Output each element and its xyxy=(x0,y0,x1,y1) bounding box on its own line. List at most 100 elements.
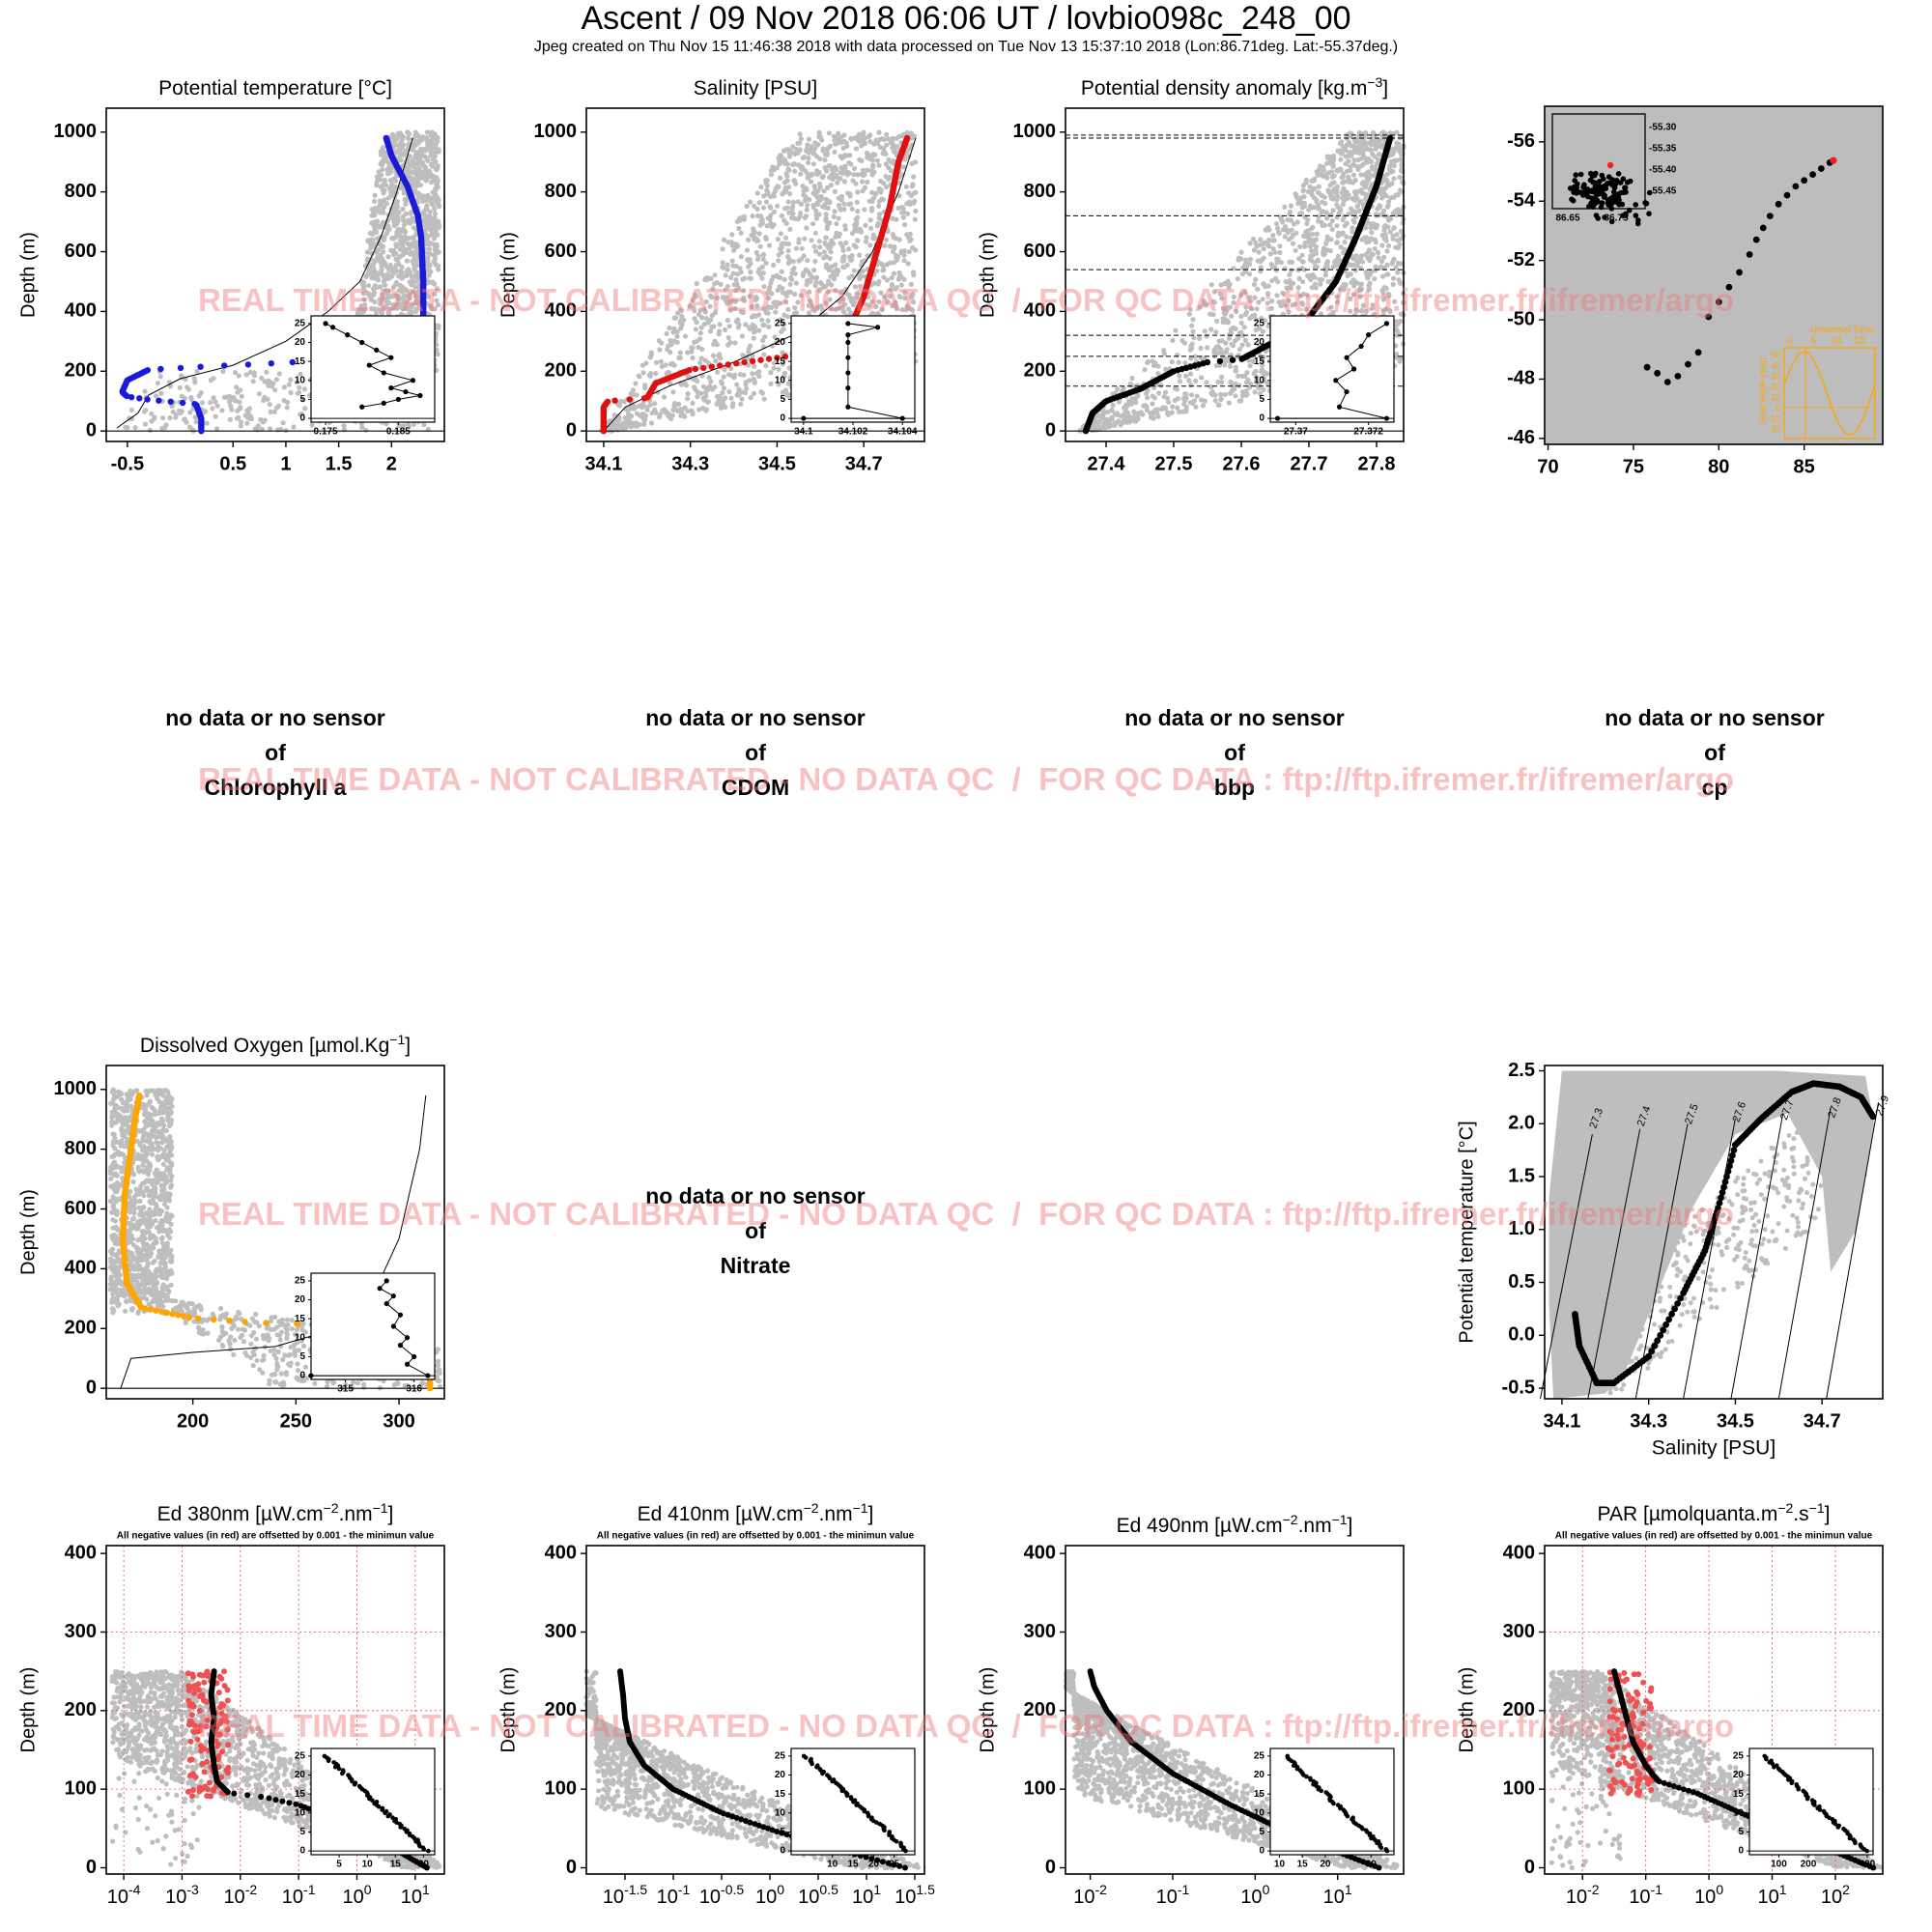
background-point xyxy=(1342,213,1348,219)
background-point xyxy=(236,373,242,379)
background-point xyxy=(714,295,721,300)
y-tick-label: 200 xyxy=(65,360,97,382)
profile-point xyxy=(179,399,186,407)
background-point xyxy=(746,237,752,242)
background-point xyxy=(409,310,414,316)
background-point xyxy=(759,390,766,396)
background-point xyxy=(392,220,398,226)
background-point xyxy=(243,372,249,378)
background-point xyxy=(816,239,822,244)
background-point xyxy=(387,306,393,312)
background-point xyxy=(720,246,725,252)
background-point xyxy=(765,290,771,296)
background-point xyxy=(811,268,817,273)
background-point xyxy=(1335,253,1341,259)
background-point xyxy=(410,235,415,241)
background-point xyxy=(751,376,756,382)
background-point xyxy=(1175,353,1180,358)
background-point xyxy=(1359,307,1365,314)
background-point xyxy=(363,274,369,280)
background-point xyxy=(703,298,709,304)
background-point xyxy=(870,232,876,238)
background-point xyxy=(846,170,852,176)
background-point xyxy=(866,133,872,140)
background-point xyxy=(652,407,658,412)
background-point xyxy=(813,215,820,221)
background-point xyxy=(730,401,736,407)
background-point xyxy=(815,141,821,148)
background-point xyxy=(800,164,806,170)
background-point xyxy=(798,293,804,298)
background-point xyxy=(642,385,648,391)
background-point xyxy=(238,423,243,429)
background-point xyxy=(827,175,833,181)
background-point xyxy=(911,174,917,180)
background-point xyxy=(834,221,839,227)
background-point xyxy=(709,295,715,300)
background-point xyxy=(797,140,803,146)
background-point xyxy=(847,191,853,197)
background-point xyxy=(797,147,803,153)
background-point xyxy=(819,174,825,180)
background-point xyxy=(855,172,861,178)
background-point xyxy=(850,178,856,184)
background-point xyxy=(663,409,669,414)
background-point xyxy=(647,373,653,379)
background-point xyxy=(807,197,812,203)
x-tick-label: 1.5 xyxy=(326,453,353,474)
background-point xyxy=(714,280,720,286)
background-point xyxy=(158,390,164,396)
background-point xyxy=(792,292,798,298)
background-point xyxy=(433,141,439,147)
background-point xyxy=(422,154,428,159)
background-point xyxy=(834,172,839,179)
background-point xyxy=(400,206,406,212)
background-point xyxy=(371,269,377,274)
inset-point xyxy=(359,339,365,346)
background-point xyxy=(381,210,386,215)
background-point xyxy=(697,330,703,336)
background-point xyxy=(1219,374,1225,380)
background-point xyxy=(1181,340,1188,346)
background-point xyxy=(436,203,441,209)
background-point xyxy=(744,247,751,253)
background-point xyxy=(1252,295,1258,300)
background-point xyxy=(234,384,240,390)
background-point xyxy=(712,310,719,316)
background-point xyxy=(909,184,915,189)
background-point xyxy=(294,379,299,385)
background-point xyxy=(690,355,696,361)
background-point xyxy=(817,287,823,293)
background-point xyxy=(1363,240,1370,245)
inset-point xyxy=(395,396,401,403)
background-point xyxy=(1214,318,1220,324)
background-point xyxy=(1398,156,1404,162)
background-point xyxy=(742,275,748,281)
profile-point xyxy=(692,365,699,373)
background-point xyxy=(783,293,790,298)
background-point xyxy=(773,187,779,194)
background-point xyxy=(813,248,819,254)
background-point xyxy=(867,217,873,223)
inset-frame xyxy=(310,315,436,423)
background-point xyxy=(840,264,846,270)
background-point xyxy=(1296,256,1302,262)
background-point xyxy=(674,333,680,339)
background-point xyxy=(639,412,644,418)
background-point xyxy=(371,223,377,229)
background-point xyxy=(1217,291,1223,297)
background-point xyxy=(720,260,725,266)
background-point xyxy=(1348,150,1353,156)
background-point xyxy=(228,403,234,409)
background-point xyxy=(841,201,847,207)
background-point xyxy=(669,412,675,418)
background-point xyxy=(280,420,286,426)
background-point xyxy=(776,366,781,372)
background-point xyxy=(749,303,754,310)
background-point xyxy=(357,307,363,313)
background-point xyxy=(791,161,797,167)
background-point xyxy=(839,170,845,176)
background-point xyxy=(784,392,790,399)
background-point xyxy=(1150,401,1155,407)
